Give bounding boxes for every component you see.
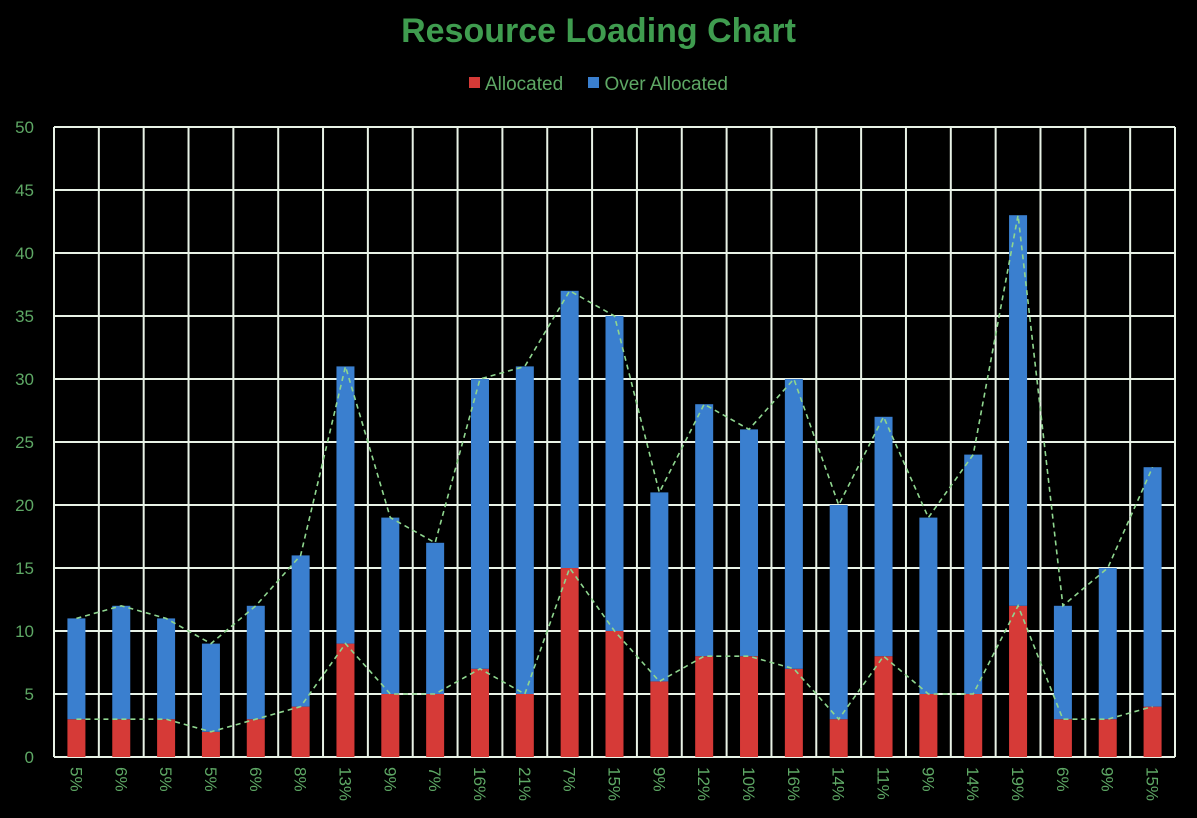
bar-allocated [829, 719, 848, 757]
x-tick-label: 9% [380, 767, 399, 792]
y-tick-label: 20 [15, 496, 34, 515]
bar-over-allocated [67, 618, 86, 720]
bar-allocated [515, 694, 534, 757]
bar-allocated [1098, 719, 1117, 757]
x-tick-label: 12% [694, 767, 713, 801]
bar-allocated [470, 668, 489, 757]
bar-over-allocated [1143, 467, 1162, 707]
x-tick-label: 19% [1008, 767, 1027, 801]
bar-over-allocated [784, 379, 803, 669]
bar-allocated [605, 631, 624, 757]
bar-over-allocated [336, 366, 355, 644]
bar-allocated [560, 568, 579, 757]
trend-line-total [76, 215, 1154, 645]
y-tick-label: 40 [15, 244, 34, 263]
bar-over-allocated [291, 555, 310, 707]
legend-swatch-allocated [468, 77, 480, 89]
bar-over-allocated [605, 316, 624, 631]
x-tick-label: 9% [918, 767, 937, 792]
bar-over-allocated [1098, 568, 1117, 720]
bar-over-allocated [740, 429, 759, 657]
bar-over-allocated [874, 416, 893, 657]
bar-over-allocated [515, 366, 534, 694]
x-tick-label: 7% [425, 767, 444, 792]
bar-allocated [201, 731, 220, 757]
x-tick-label: 13% [335, 767, 354, 801]
bar-allocated [650, 681, 669, 757]
bar-allocated [157, 719, 176, 757]
bar-allocated [67, 719, 86, 757]
bar-allocated [246, 719, 265, 757]
x-tick-label: 16% [784, 767, 803, 801]
x-tick-label: 9% [1098, 767, 1117, 792]
y-tick-label: 35 [15, 307, 34, 326]
chart-legend: Allocated Over Allocated [0, 74, 1197, 96]
bar-allocated [1053, 719, 1072, 757]
bar-allocated [695, 656, 714, 757]
x-tick-label: 10% [739, 767, 758, 801]
bar-over-allocated [381, 517, 400, 694]
bar-allocated [1143, 706, 1162, 757]
legend-label-allocated: Allocated [484, 74, 564, 95]
bar-allocated [112, 719, 131, 757]
x-tick-label: 8% [291, 767, 310, 792]
legend-swatch-over-allocated [588, 77, 600, 89]
y-tick-label: 45 [15, 181, 34, 200]
y-tick-label: 5 [25, 685, 34, 704]
x-tick-label: 11% [874, 767, 893, 800]
bar-over-allocated [1009, 215, 1028, 606]
y-tick-label: 30 [15, 370, 34, 389]
bar-allocated [964, 694, 983, 757]
y-tick-label: 25 [15, 433, 34, 452]
legend-item-over-allocated: Over Allocated [588, 74, 728, 96]
bar-over-allocated [919, 517, 938, 694]
y-tick-label: 15 [15, 559, 34, 578]
x-tick-label: 15% [1143, 767, 1162, 801]
y-tick-label: 50 [15, 118, 34, 137]
x-tick-label: 16% [470, 767, 489, 801]
chart-title: Resource Loading Chart [401, 12, 796, 50]
x-tick-label: 14% [829, 767, 848, 801]
x-tick-label: 15% [605, 767, 624, 801]
x-tick-label: 7% [560, 767, 579, 792]
x-tick-label: 5% [66, 767, 85, 792]
x-tick-label: 9% [649, 767, 668, 792]
bar-over-allocated [964, 454, 983, 694]
bar-over-allocated [426, 542, 445, 694]
y-tick-label: 0 [25, 748, 34, 767]
bar-allocated [381, 694, 400, 757]
x-tick-label: 6% [1053, 767, 1072, 792]
bar-over-allocated [246, 605, 265, 720]
bar-allocated [336, 643, 355, 757]
bar-over-allocated [157, 618, 176, 720]
x-tick-label: 21% [515, 767, 534, 801]
bar-allocated [426, 694, 445, 757]
x-tick-label: 6% [111, 767, 130, 792]
bar-allocated [1009, 605, 1028, 757]
bar-allocated [919, 694, 938, 757]
bar-allocated [784, 668, 803, 757]
bar-over-allocated [650, 492, 669, 682]
bar-over-allocated [201, 643, 220, 732]
legend-item-allocated: Allocated [468, 74, 564, 96]
x-tick-label: 6% [246, 767, 265, 792]
y-tick-label: 10 [15, 622, 34, 641]
bar-allocated [291, 706, 310, 757]
x-tick-label: 5% [201, 767, 220, 792]
bar-allocated [874, 656, 893, 757]
trend-line-allocated [76, 566, 1153, 733]
bar-over-allocated [695, 404, 714, 657]
bar-over-allocated [560, 290, 579, 568]
bar-over-allocated [829, 505, 848, 720]
legend-label-over-allocated: Over Allocated [604, 74, 729, 95]
x-tick-label: 5% [156, 767, 175, 792]
bar-over-allocated [112, 605, 131, 720]
bar-over-allocated [1053, 605, 1072, 720]
bar-over-allocated [470, 379, 489, 669]
bar-allocated [740, 656, 759, 757]
x-tick-label: 14% [963, 767, 982, 801]
